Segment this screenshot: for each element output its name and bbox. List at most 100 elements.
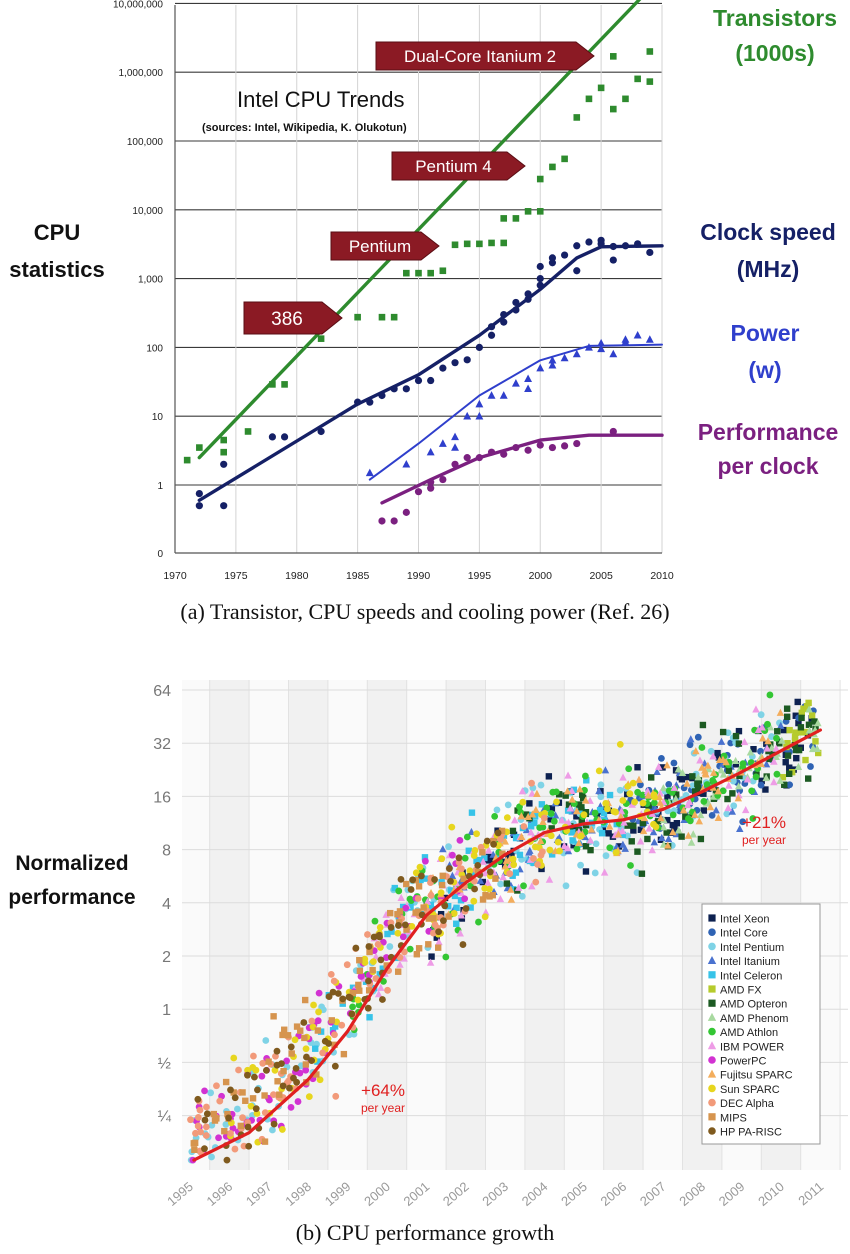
point-dec-alpha [327,970,335,978]
point-sun-sparc [519,798,527,806]
point-intel-pentium [537,781,545,789]
point-intel-xeon [793,754,800,762]
point-mips [430,915,437,922]
power-point [451,432,459,441]
point-fujitsu-sparc [536,837,545,845]
point-amd-fx [779,774,787,781]
point-hp-pa-risc [486,868,494,876]
legend-label-amd-phenom: AMD Phenom [720,1013,788,1025]
transistors-point [451,241,459,249]
point-sun-sparc [639,799,647,807]
point-amd-fx [791,737,799,744]
point-mips [280,1067,287,1075]
point-amd-opteron [729,790,736,797]
point-intel-celeron [407,903,414,910]
transistors-point [646,48,654,55]
point-intel-celeron [467,904,474,911]
point-intel-xeon [750,746,757,753]
point-amd-opteron [766,755,773,763]
performance-per-clock-point [378,517,386,525]
point-amd-opteron [634,848,641,855]
point-amd-phenom [674,765,683,773]
point-fujitsu-sparc [563,787,572,795]
point-fujitsu-sparc [655,793,664,801]
legend-marker-intel-core [708,928,716,936]
growth-rate-label-0: +64% [361,1081,405,1100]
point-hp-pa-risc [447,877,454,885]
point-ibm-power [619,773,627,781]
point-dec-alpha [520,823,528,830]
point-ibm-power [636,837,645,845]
point-sun-sparc [315,1008,322,1016]
point-sun-sparc [247,1102,255,1110]
point-powerpc [461,895,469,903]
point-fujitsu-sparc [581,796,590,804]
point-hp-pa-risc [407,886,415,893]
point-sun-sparc [595,767,603,775]
point-hp-pa-risc [435,928,442,936]
point-ibm-power [528,789,536,797]
point-amd-fx [798,729,805,736]
year-band-1 [209,680,250,1170]
transistors-point [403,269,410,277]
clock-speed-point [487,323,496,331]
point-hp-pa-risc [441,902,449,910]
power-point [584,343,593,351]
clock-speed-trend-line [197,244,664,502]
point-fujitsu-sparc [657,814,665,822]
performance-per-clock-label-line1: Performance [698,419,839,445]
point-dec-alpha [330,977,338,985]
point-amd-athlon [463,833,471,841]
point-fujitsu-sparc [695,817,704,825]
performance-per-clock-trend-line [380,433,664,505]
power-point [597,344,606,353]
legend-label-mips: MIPS [720,1112,747,1124]
point-dec-alpha [332,1092,340,1100]
point-hp-pa-risc [245,1142,253,1150]
point-hp-pa-risc [286,1084,293,1092]
point-intel-itanium [601,766,610,774]
point-intel-itanium [664,834,673,843]
point-hp-pa-risc [254,1086,261,1094]
point-intel-pentium [724,729,732,737]
point-intel-itanium [476,876,485,884]
point-amd-opteron [689,773,696,780]
clock-speed-point [268,433,276,441]
point-fujitsu-sparc [640,814,649,822]
point-intel-celeron [606,791,614,799]
point-sun-sparc [577,832,585,840]
point-sun-sparc [244,1066,251,1074]
point-hp-pa-risc [462,905,470,912]
point-dec-alpha [338,1021,346,1029]
point-hp-pa-risc [273,1061,281,1069]
point-sun-sparc [604,805,611,813]
point-intel-pentium [497,880,505,888]
point-amd-phenom [805,705,813,713]
point-hp-pa-risc [370,933,378,941]
clock-speed-point [451,359,459,367]
point-amd-phenom [717,766,725,774]
point-sun-sparc [580,811,588,819]
point-amd-opteron [579,791,586,798]
legend-marker-intel-xeon [708,914,716,922]
point-hp-pa-risc [225,1114,232,1122]
clock-speed-point [317,427,325,436]
point-ibm-power [481,869,490,877]
transistors-point [183,456,191,464]
point-amd-opteron [735,740,743,747]
point-amd-opteron [638,870,646,877]
point-ibm-power [724,803,732,812]
transistors-point [281,381,288,388]
point-amd-phenom [659,823,668,831]
point-dec-alpha [427,892,435,899]
caption-a: (a) Transistor, CPU speeds and cooling p… [180,599,670,624]
legend-label-intel-celeron: Intel Celeron [720,970,782,982]
power-point [524,374,533,383]
point-hp-pa-risc [459,941,467,948]
point-powerpc [283,1057,291,1065]
point-hp-pa-risc [300,1019,308,1026]
point-sun-sparc [473,830,480,838]
point-hp-pa-risc [321,1037,329,1045]
transistors-point [378,313,386,321]
point-intel-xeon [735,727,743,735]
